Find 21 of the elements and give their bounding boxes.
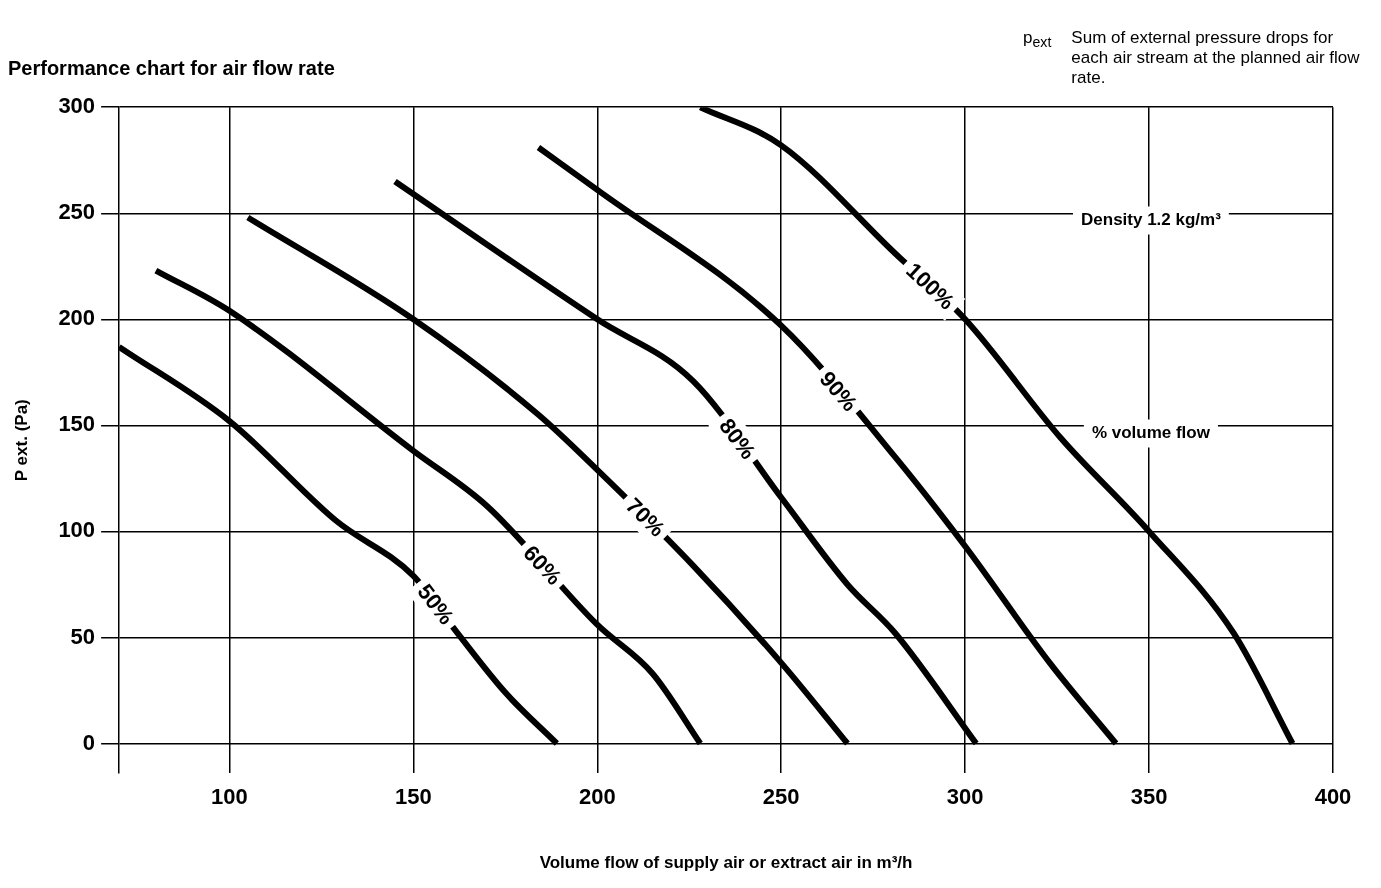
- y-tick-label: 300: [58, 93, 96, 119]
- annotation: % volume flow: [1091, 423, 1211, 443]
- x-tick-label: 400: [1314, 784, 1352, 810]
- y-tick-label: 250: [58, 199, 96, 225]
- x-tick-label: 100: [211, 784, 248, 810]
- text: Sum of external pressure drops for each air stream at the planned air flow rate.: [1071, 28, 1361, 88]
- y-tick-label: 0: [82, 729, 96, 755]
- x-tick-label: 150: [395, 784, 432, 810]
- y-axis-title: P ext. (Pa): [11, 399, 31, 482]
- chart-title: Performance chart for air flow rate: [8, 57, 335, 81]
- y-tick-label: 200: [58, 305, 96, 331]
- x-tick-label: 300: [946, 784, 984, 810]
- y-tick-label: 50: [70, 623, 96, 649]
- annotation: Density 1.2 kg/m³: [1081, 210, 1222, 230]
- y-tick-label: 150: [58, 411, 96, 437]
- x-tick-label: 200: [578, 784, 616, 810]
- text: p$_{ext}$: [1023, 28, 1052, 53]
- y-tick-label: 100: [58, 517, 96, 543]
- x-tick-label: 350: [1130, 784, 1168, 810]
- x-tick-label: 250: [762, 784, 800, 810]
- x-axis-title: Volume flow of supply air or extract air in m³/h: [539, 853, 913, 873]
